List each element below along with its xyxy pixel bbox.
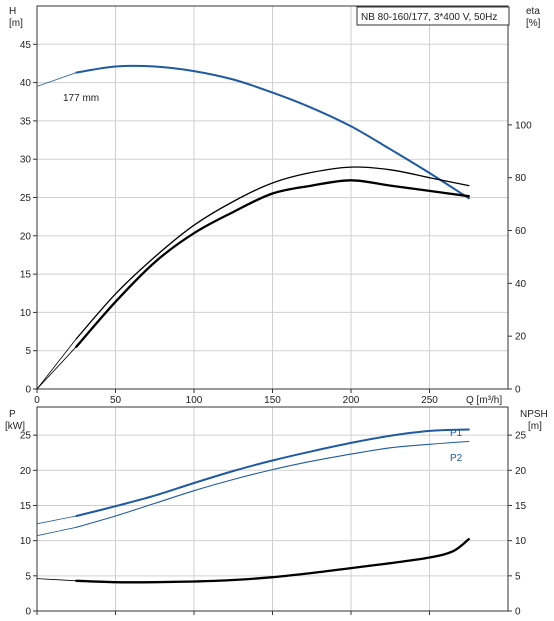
top-right-tick-label: 80: [515, 173, 527, 184]
x-axis-label: Q [m³/h]: [466, 395, 502, 406]
top-left-tick-label: 5: [25, 346, 31, 357]
top-right-tick-label: 100: [515, 120, 532, 131]
top-left-axis-name: H: [9, 6, 16, 17]
x-tick-label: 50: [110, 395, 122, 406]
top-left-tick-label: 25: [20, 193, 32, 204]
bottom-left-axis-name: P: [9, 409, 16, 420]
top-right-tick-label: 40: [515, 279, 527, 290]
bottom-left-tick-label: 15: [20, 501, 32, 512]
bottom-series-2-extrapolated-line: [36, 578, 77, 582]
impeller-annotation: 177 mm: [63, 93, 99, 104]
top-left-tick-label: 40: [20, 78, 32, 89]
top-left-tick-label: 20: [20, 231, 32, 242]
bottom-right-tick-label: 0: [515, 607, 521, 618]
bottom-series-2-line: [75, 538, 470, 584]
top-right-axis-name: eta: [526, 6, 540, 17]
top-series-2-line: [75, 179, 470, 348]
top-left-tick-label: 45: [20, 40, 32, 51]
top-series-1-extrapolated-line: [36, 338, 77, 390]
top-right-tick-label: 0: [515, 385, 521, 396]
pump-label: NB 80-160/177, 3*400 V, 50Hz: [361, 12, 497, 23]
bottom-series-p2-extrapolated-line: [36, 526, 77, 537]
bottom-series-p1-extrapolated-line: [36, 515, 77, 525]
bottom-left-tick-label: 0: [25, 607, 31, 618]
top-series-1-line: [75, 166, 470, 340]
series-layer: [36, 64, 470, 584]
top-left-tick-label: 10: [20, 308, 32, 319]
bottom-right-tick-label: 15: [515, 501, 527, 512]
axis-layer: 0510152025303540450204060801000510152025…: [20, 5, 532, 618]
top-right-tick-label: 60: [515, 226, 527, 237]
x-tick-label: 150: [264, 395, 281, 406]
series-label-p1: P1: [450, 428, 463, 439]
bottom-left-tick-label: 5: [25, 571, 31, 582]
top-series-0-line: [75, 64, 470, 200]
top-left-tick-label: 0: [25, 385, 31, 396]
bottom-series-p2-line: [75, 440, 470, 528]
bottom-left-tick-label: 10: [20, 536, 32, 547]
top-left-axis-unit: [m]: [9, 18, 23, 29]
bottom-right-tick-label: 25: [515, 431, 527, 442]
pump-label-box: [356, 6, 510, 26]
bottom-left-tick-label: 20: [20, 466, 32, 477]
top-right-axis-unit: [%]: [526, 18, 541, 29]
grid-layer: [37, 6, 508, 611]
top-left-tick-label: 30: [20, 155, 32, 166]
bottom-right-axis-unit: [m]: [528, 421, 542, 432]
x-tick-label: 250: [421, 395, 438, 406]
series-label-p2: P2: [450, 453, 463, 464]
bottom-left-axis-unit: [kW]: [5, 421, 25, 432]
x-tick-label: 100: [186, 395, 203, 406]
x-tick-label: 200: [343, 395, 360, 406]
bottom-right-tick-label: 20: [515, 466, 527, 477]
top-left-tick-label: 15: [20, 270, 32, 281]
bottom-right-tick-label: 5: [515, 571, 521, 582]
bottom-right-axis-name: NPSH: [520, 409, 548, 420]
top-series-0-extrapolated-line: [36, 72, 77, 87]
bottom-series-p1-line: [75, 428, 470, 517]
x-tick-label: 0: [34, 395, 40, 406]
bottom-right-tick-label: 10: [515, 536, 527, 547]
top-left-tick-label: 35: [20, 116, 32, 127]
top-series-2-extrapolated-line: [36, 346, 77, 390]
bottom-left-tick-label: 25: [20, 431, 32, 442]
top-right-tick-label: 20: [515, 332, 527, 343]
